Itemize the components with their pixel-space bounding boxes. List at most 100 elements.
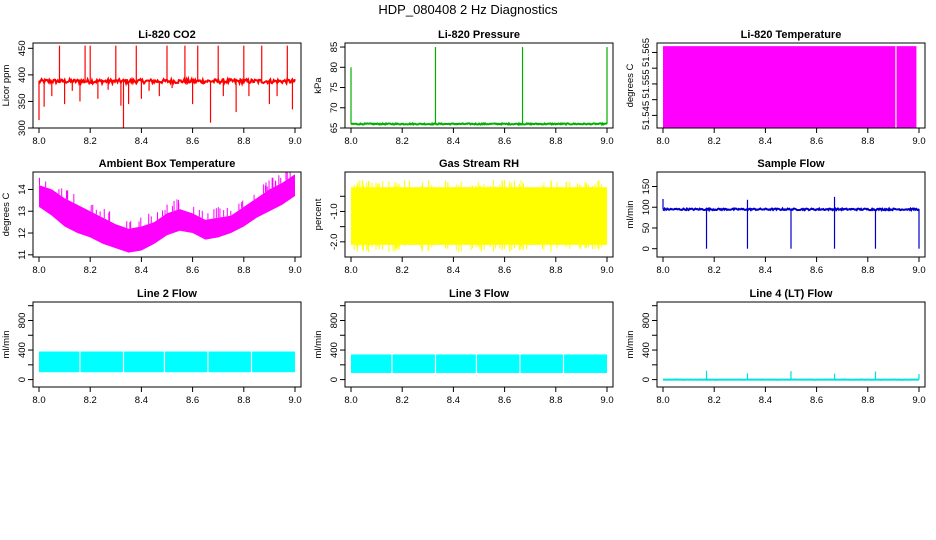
y-tick-label: 11 bbox=[17, 250, 28, 260]
x-tick-label: 8.0 bbox=[32, 136, 45, 147]
plot-frame bbox=[656, 301, 926, 388]
x-tick-label: 9.0 bbox=[288, 265, 301, 276]
x-tick-label: 8.2 bbox=[396, 265, 409, 276]
y-tick-label: 51.545 bbox=[641, 101, 652, 130]
y-axis-label: percent bbox=[313, 198, 324, 230]
plot-frame bbox=[344, 171, 614, 258]
x-tick-label: 8.2 bbox=[396, 136, 409, 147]
plot-frame bbox=[32, 171, 302, 258]
y-axis-label: degrees C bbox=[1, 192, 12, 236]
chart-panel: Line 2 Flow 8.0 8.2 8.4 8.6 8.8 9.0 0 400 800 ml/m… bbox=[1, 288, 302, 406]
x-tick-label: 8.0 bbox=[32, 265, 45, 276]
y-tick-label: 14 bbox=[17, 184, 28, 195]
x-tick-label: 8.2 bbox=[84, 136, 97, 147]
y-tick-label: 0 bbox=[329, 377, 340, 382]
chart-panel: Li-820 Temperature 8.0 8.2 8.4 8.6 8.8 9.0 51.5… bbox=[625, 29, 926, 147]
chart-panel: Line 4 (LT) Flow 8.0 8.2 8.4 8.6 8.8 9.0 0 400 80… bbox=[625, 288, 926, 406]
y-tick-label: 800 bbox=[329, 313, 340, 329]
x-tick-label: 8.4 bbox=[447, 395, 460, 406]
data-series bbox=[662, 196, 920, 249]
x-tick-label: 8.6 bbox=[186, 395, 199, 406]
x-tick-label: 9.0 bbox=[600, 395, 613, 406]
x-tick-label: 8.8 bbox=[861, 136, 874, 147]
y-axis-label: ml/min bbox=[313, 331, 324, 359]
x-tick-label: 8.2 bbox=[84, 395, 97, 406]
y-tick-label: 51.555 bbox=[641, 69, 652, 98]
chart-title: Sample Flow bbox=[757, 158, 825, 170]
y-tick-label: 350 bbox=[17, 94, 28, 110]
y-tick-label: 300 bbox=[17, 120, 28, 136]
x-tick-label: 8.2 bbox=[708, 136, 721, 147]
y-tick-label: 100 bbox=[641, 199, 652, 215]
y-tick-label: 70 bbox=[329, 102, 340, 113]
x-tick-label: 8.0 bbox=[656, 265, 669, 276]
y-tick-label: 0 bbox=[17, 377, 28, 382]
y-tick-label: 50 bbox=[641, 223, 652, 234]
x-tick-label: 8.4 bbox=[447, 265, 460, 276]
x-tick-label: 8.8 bbox=[861, 395, 874, 406]
data-band bbox=[351, 354, 607, 373]
y-tick-label: 51.565 bbox=[641, 38, 652, 67]
data-series bbox=[351, 354, 607, 373]
y-tick-label: 400 bbox=[641, 342, 652, 358]
x-tick-label: 8.6 bbox=[498, 395, 511, 406]
data-series bbox=[38, 45, 296, 128]
x-tick-label: 8.6 bbox=[810, 265, 823, 276]
y-tick-label: -1.0 bbox=[329, 203, 340, 219]
y-axis-label: degrees C bbox=[625, 63, 636, 107]
x-tick-label: 8.6 bbox=[810, 395, 823, 406]
y-tick-label: 150 bbox=[641, 179, 652, 195]
data-series bbox=[351, 179, 607, 253]
x-tick-label: 8.4 bbox=[447, 136, 460, 147]
x-tick-label: 9.0 bbox=[600, 136, 613, 147]
data-series bbox=[663, 46, 917, 128]
y-tick-label: 400 bbox=[329, 342, 340, 358]
page-title: HDP_080408 2 Hz Diagnostics bbox=[378, 2, 558, 17]
chart-title: Li-820 Pressure bbox=[438, 29, 520, 41]
x-tick-label: 9.0 bbox=[912, 395, 925, 406]
plot-frame bbox=[344, 301, 614, 388]
chart-title: Ambient Box Temperature bbox=[99, 158, 236, 170]
chart-panel: Li-820 CO2 8.0 8.2 8.4 8.6 8.8 9.0 300 350 400 450… bbox=[1, 29, 302, 147]
y-tick-label: 450 bbox=[17, 40, 28, 56]
x-tick-label: 9.0 bbox=[912, 136, 925, 147]
y-axis-label: ml/min bbox=[625, 201, 636, 229]
x-tick-label: 8.2 bbox=[708, 395, 721, 406]
x-tick-label: 8.6 bbox=[498, 136, 511, 147]
x-tick-label: 8.8 bbox=[549, 395, 562, 406]
x-tick-label: 8.0 bbox=[656, 136, 669, 147]
x-tick-label: 8.8 bbox=[549, 136, 562, 147]
x-tick-label: 9.0 bbox=[288, 395, 301, 406]
x-tick-label: 9.0 bbox=[912, 265, 925, 276]
x-tick-label: 8.4 bbox=[135, 136, 148, 147]
chart-panel: Sample Flow 8.0 8.2 8.4 8.6 8.8 9.0 0 50 100 150 ml… bbox=[625, 158, 926, 276]
plot-frame bbox=[656, 171, 926, 258]
x-tick-label: 8.4 bbox=[135, 395, 148, 406]
x-tick-label: 8.8 bbox=[861, 265, 874, 276]
data-band bbox=[663, 46, 917, 128]
x-tick-label: 8.4 bbox=[759, 265, 772, 276]
y-tick-label: 75 bbox=[329, 82, 340, 93]
y-tick-label: 85 bbox=[329, 42, 340, 53]
data-series bbox=[39, 351, 295, 373]
chart-title: Gas Stream RH bbox=[439, 158, 519, 170]
y-tick-label: 0 bbox=[641, 246, 652, 251]
y-axis-label: Licor ppm bbox=[1, 65, 12, 107]
plot-frame bbox=[32, 42, 302, 129]
data-band bbox=[351, 187, 607, 245]
x-tick-label: 8.6 bbox=[186, 265, 199, 276]
x-tick-label: 9.0 bbox=[288, 136, 301, 147]
chart-title: Line 4 (LT) Flow bbox=[750, 288, 833, 300]
chart-panel: Gas Stream RH 8.0 8.2 8.4 8.6 8.8 9.0 -2.0 -1.0 p… bbox=[313, 158, 614, 276]
x-tick-label: 8.2 bbox=[84, 265, 97, 276]
data-series bbox=[39, 172, 295, 253]
data-envelope bbox=[39, 174, 295, 253]
x-tick-label: 9.0 bbox=[600, 265, 613, 276]
chart-title: Line 2 Flow bbox=[137, 288, 197, 300]
y-tick-label: 800 bbox=[641, 313, 652, 329]
x-tick-label: 8.6 bbox=[810, 136, 823, 147]
y-tick-label: -2.0 bbox=[329, 234, 340, 250]
chart-panel: Line 3 Flow 8.0 8.2 8.4 8.6 8.8 9.0 0 400 800 ml/m… bbox=[313, 288, 614, 406]
x-tick-label: 8.4 bbox=[759, 136, 772, 147]
